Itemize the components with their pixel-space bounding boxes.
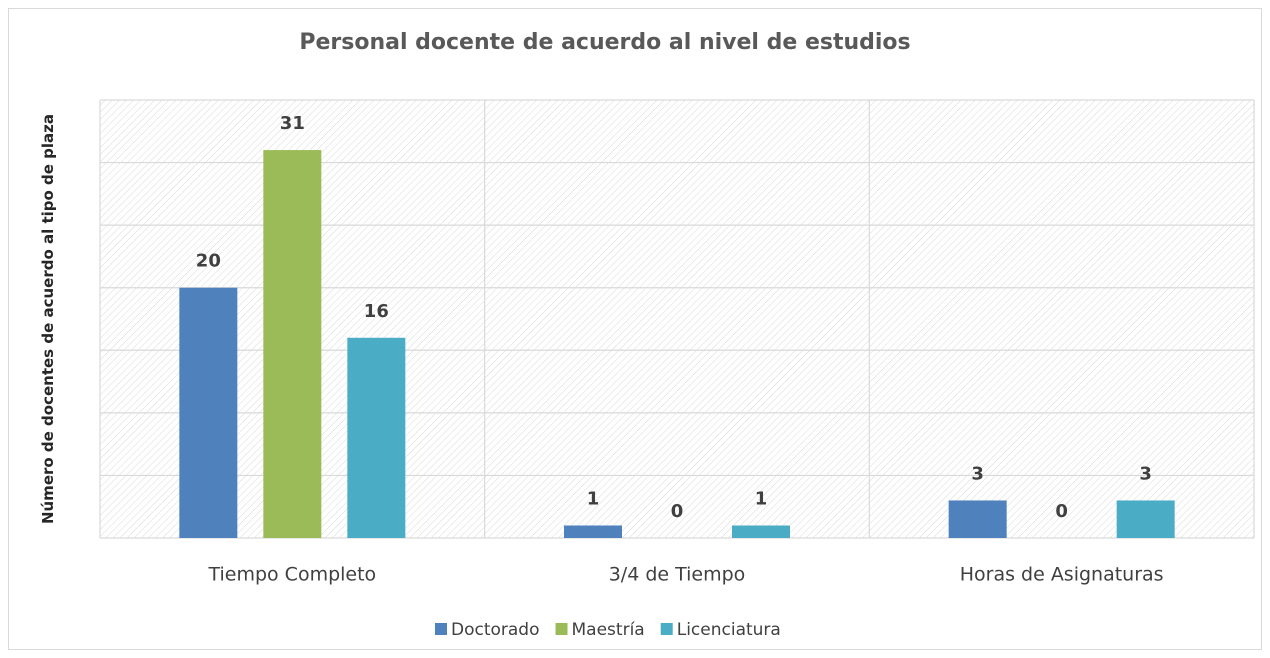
bar: [179, 287, 238, 538]
x-tick-label: Horas de Asignaturas: [960, 564, 1164, 586]
data-label: 1: [755, 488, 768, 509]
legend-swatch: [435, 623, 447, 635]
x-tick-label: 3/4 de Tiempo: [609, 564, 746, 586]
legend-label: Licenciatura: [677, 620, 781, 640]
bar: [347, 337, 406, 538]
legend-swatch: [555, 623, 568, 635]
chart-title: Personal docente de acuerdo al nivel de …: [299, 30, 910, 55]
data-label: 3: [971, 463, 984, 484]
bar: [948, 500, 1007, 538]
bar: [564, 525, 622, 538]
legend-swatch: [660, 623, 673, 635]
data-label: 0: [671, 501, 684, 522]
legend-label: Maestría: [572, 620, 645, 640]
data-label: 20: [196, 251, 221, 272]
data-label: 16: [364, 301, 389, 322]
bar: [1116, 500, 1175, 538]
legend-label: Doctorado: [451, 620, 540, 640]
y-axis-label: Número de docentes de acuerdo al tipo de…: [39, 113, 57, 525]
data-label: 1: [587, 488, 600, 509]
bar: [732, 525, 790, 538]
x-tick-label: Tiempo Completo: [207, 564, 376, 586]
data-label: 31: [280, 113, 305, 134]
bar: [263, 150, 322, 539]
data-label: 0: [1055, 501, 1068, 522]
data-label: 3: [1139, 463, 1152, 484]
